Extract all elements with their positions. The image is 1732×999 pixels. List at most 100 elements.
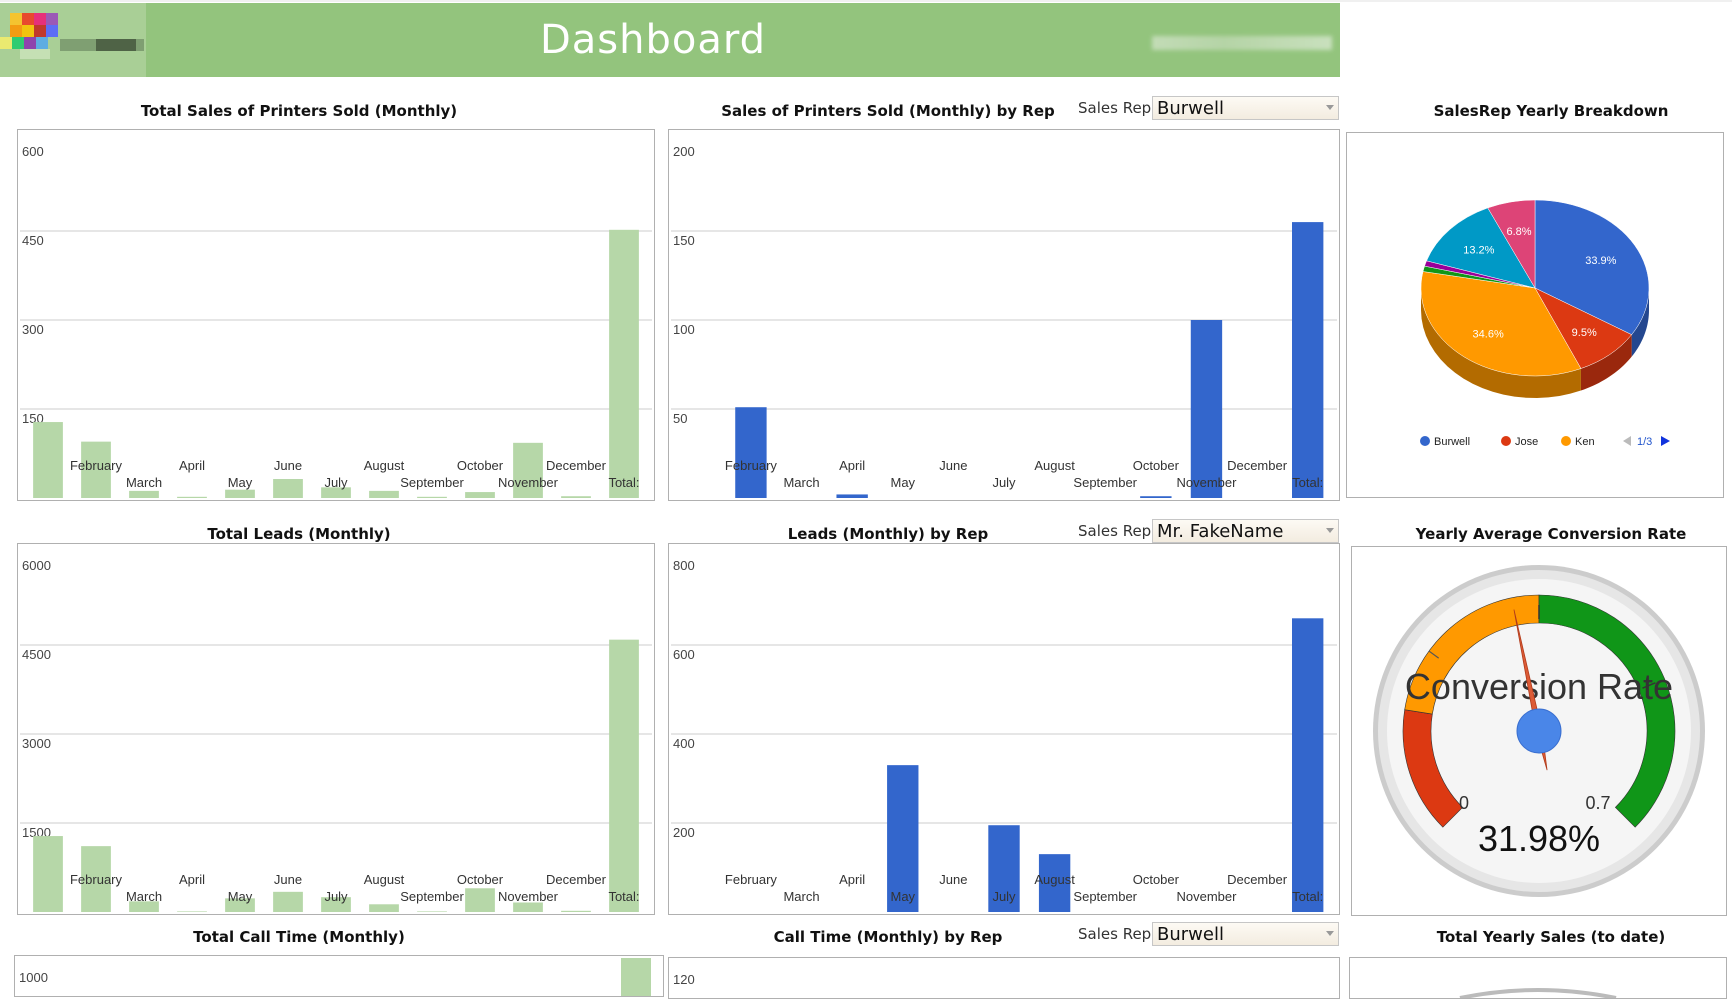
chart-title-sales-total: Total Sales of Printers Sold (Monthly) — [140, 102, 458, 120]
x-tick-label: Total: — [1292, 475, 1323, 490]
bar-chart-sales-total: 150300450600FebruaryMarchAprilMayJuneJul… — [20, 144, 652, 498]
x-tick-label: August — [1034, 458, 1075, 473]
pie-slice-side — [1580, 334, 1632, 391]
x-tick-label: June — [939, 458, 967, 473]
y-tick-label: 600 — [22, 144, 44, 159]
bar-total — [1292, 222, 1324, 498]
bar-total — [621, 958, 651, 996]
blurred-header-text — [1152, 36, 1332, 50]
sales-rep-label: Sales Rep: — [1078, 522, 1157, 540]
bar-september — [417, 496, 447, 498]
chart-panel-yearly-sales — [1349, 957, 1727, 999]
x-tick-label: November — [1176, 889, 1237, 904]
x-tick-label: December — [1227, 872, 1288, 887]
x-tick-label: October — [1133, 458, 1180, 473]
pie-slice — [1426, 207, 1536, 289]
legend-page-indicator: 1/3 — [1637, 436, 1652, 448]
bar-october — [1140, 496, 1172, 498]
x-tick-label: April — [179, 458, 205, 473]
x-tick-label: December — [546, 458, 607, 473]
pie-slice-label: 34.6% — [1473, 328, 1504, 340]
sales-rep-dropdown-sales[interactable]: Burwell — [1152, 96, 1339, 120]
bar-july — [988, 825, 1020, 912]
sales-rep-dropdown-calltime[interactable]: Burwell — [1152, 922, 1339, 946]
legend-swatch — [1420, 436, 1430, 446]
bar-chart-leads-total: 1500300045006000FebruaryMarchAprilMayJun… — [20, 558, 652, 912]
bar-august — [369, 490, 399, 498]
sales-rep-dropdown-value: Burwell — [1157, 924, 1224, 945]
y-tick-label: 3000 — [22, 736, 51, 751]
x-tick-label: April — [839, 458, 865, 473]
x-tick-label: July — [324, 889, 348, 904]
y-tick-label: 6000 — [22, 558, 51, 573]
x-tick-label: June — [274, 458, 302, 473]
x-tick-label: March — [126, 889, 162, 904]
bar-total — [1292, 618, 1324, 912]
x-tick-label: July — [324, 475, 348, 490]
x-tick-label: May — [228, 889, 253, 904]
x-tick-label: December — [1227, 458, 1288, 473]
bar-chart-sales-by-rep: 50 100 150 200 February March April May June July… — [671, 144, 1337, 498]
bar-january — [33, 836, 63, 912]
pie-chart-breakdown: 33.9% 9.5% 34.6% 13.2% 6.8% Burwell Jose Ken 1/3 — [1420, 199, 1670, 448]
chart-panel-leads-total: 1500 3000 4500 6000 February March April May Jun… — [17, 543, 655, 915]
chart-title-leads-total: Total Leads (Monthly) — [207, 525, 391, 543]
x-tick-label: November — [498, 889, 559, 904]
sales-rep-dropdown-leads[interactable]: Mr. FakeName — [1152, 519, 1339, 543]
bar-chart-calltime-total: 1000 — [19, 958, 651, 996]
sheet-gridlines — [0, 0, 1732, 2]
x-tick-label: November — [1176, 475, 1237, 490]
chevron-down-icon — [1326, 528, 1334, 533]
page-title: Dashboard — [539, 17, 766, 63]
pie-slice-label: 6.8% — [1507, 226, 1532, 238]
chart-title-leads-by-rep: Leads (Monthly) by Rep — [787, 525, 989, 543]
legend-swatch — [1561, 436, 1571, 446]
chart-title-calltime-total: Total Call Time (Monthly) — [193, 928, 405, 946]
bar-september — [417, 911, 447, 912]
bar-total — [609, 229, 639, 498]
x-tick-label: April — [839, 872, 865, 887]
chart-title-sales-by-rep: Sales of Printers Sold (Monthly) by Rep — [721, 102, 1055, 120]
bar-chart-calltime-by-rep: 120 — [673, 972, 695, 987]
bar-june — [273, 479, 303, 498]
x-tick-label: August — [1034, 872, 1075, 887]
x-tick-label: October — [457, 872, 504, 887]
gauge-min-label: 0 — [1459, 793, 1469, 813]
pie-slice — [1487, 199, 1536, 289]
pie-slice-burwell — [1534, 199, 1650, 335]
bar-november — [513, 442, 543, 498]
legend-item-label: Burwell — [1434, 436, 1470, 448]
chart-panel-sales-total: 150 300 450 600 February March April May June Jul… — [17, 129, 655, 501]
bar-april — [177, 911, 207, 912]
bar-total — [609, 639, 639, 912]
y-tick-label: 800 — [673, 558, 695, 573]
bar-march — [129, 901, 159, 912]
bar-may — [225, 489, 255, 498]
legend-next-icon[interactable] — [1661, 436, 1670, 446]
bar-may — [225, 898, 255, 912]
gauge-tick — [1642, 682, 1656, 689]
dashboard-header: Dashboard — [0, 3, 1340, 77]
bar-chart-leads-by-rep: 200 400 600 800 February March April May June Jul… — [671, 558, 1337, 912]
pie-slice-label: 13.2% — [1463, 244, 1494, 256]
x-tick-label: July — [992, 889, 1016, 904]
bar-february — [735, 407, 767, 498]
x-tick-label: March — [783, 475, 819, 490]
chart-panel-breakdown: 33.9% 9.5% 34.6% 13.2% 6.8% Burwell Jose Ken 1/3 — [1346, 132, 1724, 498]
y-tick-label: 300 — [22, 322, 44, 337]
chevron-down-icon — [1326, 931, 1334, 936]
legend-prev-icon[interactable] — [1623, 436, 1631, 446]
chart-panel-conversion: Conversion Rate 0 0.7 31.98% — [1351, 546, 1727, 916]
y-tick-label: 150 — [673, 233, 695, 248]
y-tick-label: 4500 — [22, 647, 51, 662]
x-tick-label: May — [228, 475, 253, 490]
x-tick-label: February — [725, 458, 778, 473]
x-tick-label: March — [783, 889, 819, 904]
bar-may — [887, 765, 919, 912]
sales-rep-label: Sales Rep: — [1078, 99, 1157, 117]
y-tick-label: 400 — [673, 736, 695, 751]
chart-title-yearly-sales: Total Yearly Sales (to date) — [1436, 928, 1666, 946]
pie-slice-label: 9.5% — [1572, 327, 1597, 339]
x-tick-label: February — [70, 458, 123, 473]
chart-panel-sales-by-rep: 50 100 150 200 February March April May June July… — [668, 129, 1340, 501]
